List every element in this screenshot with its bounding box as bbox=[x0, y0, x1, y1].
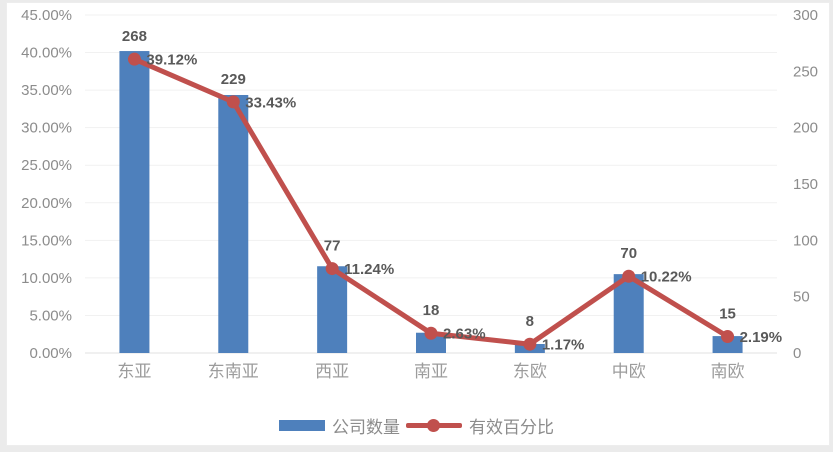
line-marker-icon bbox=[622, 269, 636, 283]
left-axis-tick: 40.00% bbox=[21, 45, 72, 62]
category-label: 东欧 bbox=[513, 362, 547, 381]
bar bbox=[613, 274, 644, 353]
line-value-label: 1.17% bbox=[542, 337, 585, 354]
right-axis-tick: 200 bbox=[793, 120, 818, 137]
line-swatch-marker-icon bbox=[427, 419, 440, 432]
right-axis-tick: 0 bbox=[793, 345, 801, 362]
line-value-label: 11.24% bbox=[344, 261, 394, 278]
bar bbox=[712, 336, 743, 353]
bar-value-label: 8 bbox=[526, 313, 534, 330]
bar-value-label: 77 bbox=[324, 238, 341, 255]
bar-value-label: 229 bbox=[221, 71, 246, 88]
line-series-swatch bbox=[406, 419, 462, 432]
legend-item-valid-percentage[interactable]: 有效百分比 bbox=[406, 413, 554, 438]
line-value-label: 39.12% bbox=[146, 52, 197, 69]
right-axis-tick: 100 bbox=[793, 232, 818, 249]
line-marker-icon bbox=[523, 337, 537, 351]
left-axis-tick: 35.00% bbox=[21, 82, 72, 99]
left-axis-tick: 0.00% bbox=[29, 345, 72, 362]
bar-value-label: 15 bbox=[719, 306, 736, 323]
right-axis-tick: 300 bbox=[793, 7, 818, 24]
bar-value-label: 70 bbox=[620, 245, 637, 262]
category-label: 中欧 bbox=[612, 362, 646, 381]
bar-value-label: 18 bbox=[423, 302, 440, 319]
category-label: 南亚 bbox=[414, 362, 448, 381]
bar bbox=[317, 266, 348, 353]
category-label: 南欧 bbox=[711, 362, 745, 381]
right-axis-tick: 250 bbox=[793, 63, 818, 80]
line-marker-icon bbox=[325, 262, 339, 276]
bar bbox=[218, 94, 249, 353]
line-value-label: 2.63% bbox=[443, 326, 486, 343]
bar-series-swatch bbox=[279, 420, 325, 431]
line-value-label: 10.22% bbox=[641, 269, 692, 286]
line-marker-icon bbox=[424, 326, 438, 340]
line-marker-icon bbox=[721, 330, 735, 344]
left-axis-tick: 15.00% bbox=[21, 232, 72, 249]
right-axis-tick: 50 bbox=[793, 289, 810, 306]
line-marker-icon bbox=[226, 95, 240, 109]
line-value-label: 33.43% bbox=[245, 94, 296, 111]
left-axis-tick: 45.00% bbox=[21, 7, 72, 24]
category-label: 东亚 bbox=[117, 362, 151, 381]
legend-label-company-count: 公司数量 bbox=[332, 418, 400, 437]
left-axis-tick: 20.00% bbox=[21, 195, 72, 212]
chart-legend: 公司数量 有效百分比 bbox=[0, 413, 833, 438]
left-axis-tick: 25.00% bbox=[21, 157, 72, 174]
line-value-label: 2.19% bbox=[740, 329, 783, 346]
bar-value-label: 268 bbox=[122, 28, 147, 45]
category-label: 东南亚 bbox=[208, 362, 259, 381]
left-axis-tick: 5.00% bbox=[29, 307, 72, 324]
category-label: 西亚 bbox=[315, 362, 349, 381]
legend-label-valid-percentage: 有效百分比 bbox=[469, 418, 554, 437]
line-marker-icon bbox=[127, 52, 141, 66]
bar bbox=[119, 51, 150, 353]
legend-item-company-count[interactable]: 公司数量 bbox=[279, 413, 400, 438]
left-axis-tick: 30.00% bbox=[21, 120, 72, 137]
left-axis-tick: 10.00% bbox=[21, 270, 72, 287]
right-axis-tick: 150 bbox=[793, 176, 818, 193]
bar bbox=[416, 332, 446, 353]
